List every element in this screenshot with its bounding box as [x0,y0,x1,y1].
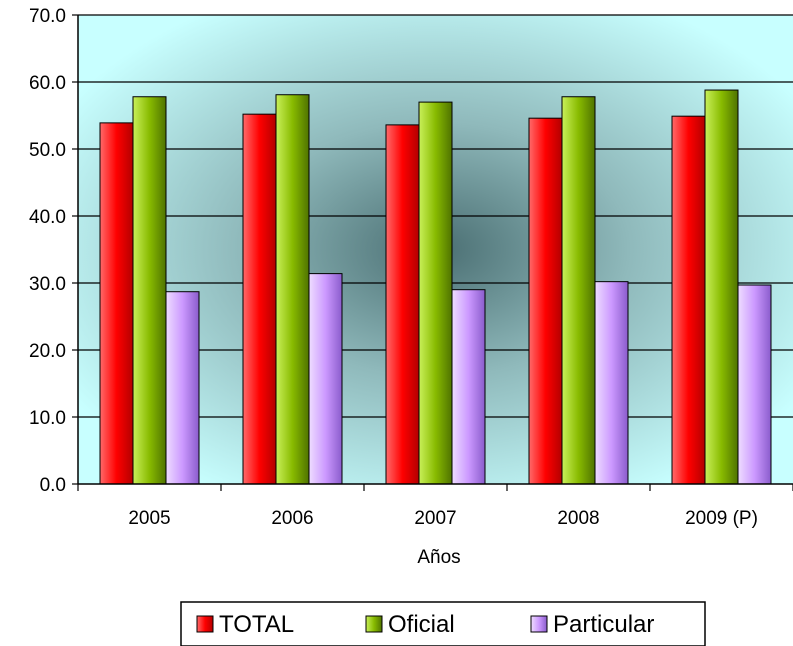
x-tick-label: 2007 [414,508,456,529]
x-tick-label: 2008 [557,508,599,529]
x-tick-label: 2005 [128,508,170,529]
y-tick-label: 30.0 [29,274,66,295]
legend: TOTAL Oficial Particular [180,601,706,646]
y-tick-label: 50.0 [29,140,66,161]
legend-label-particular: Particular [553,611,654,638]
bar-particular-2008 [594,281,629,485]
bar-particular-2005 [165,291,200,485]
y-tick-label: 10.0 [29,408,66,429]
y-tick-label: 40.0 [29,207,66,228]
x-axis-title: Años [417,547,460,568]
bar-total-2009 [671,115,706,485]
bar-total-2005 [99,122,134,485]
x-tick-label: 2009 (P) [685,508,758,529]
legend-box [180,601,706,646]
y-tick-label: 20.0 [29,341,66,362]
legend-swatch-particular [530,615,548,633]
bar-particular-2007 [451,289,486,485]
bar-particular-2009 [737,284,772,485]
bar-oficial-2006 [275,94,310,485]
y-tick-label: 0.0 [40,475,66,496]
bar-oficial-2009 [704,89,739,485]
x-tick-label: 2006 [271,508,313,529]
legend-swatch-total [196,615,214,633]
bar-oficial-2007 [418,101,453,485]
x-tick-labels: 2005 2006 2007 2008 2009 (P) [128,508,758,529]
bar-particular-2006 [308,273,343,485]
bar-total-2008 [528,117,563,485]
y-tick-labels: 0.0 10.0 20.0 30.0 40.0 50.0 60.0 70.0 [29,6,66,496]
y-tick-label: 60.0 [29,73,66,94]
legend-swatch-oficial [365,615,383,633]
bar-total-2007 [385,124,420,485]
axes [72,14,793,491]
legend-label-oficial: Oficial [388,611,455,638]
y-tick-label: 70.0 [29,6,66,27]
bar-total-2006 [242,113,277,485]
bar-oficial-2008 [561,96,596,485]
legend-label-total: TOTAL [219,611,294,638]
bar-oficial-2005 [132,96,167,485]
